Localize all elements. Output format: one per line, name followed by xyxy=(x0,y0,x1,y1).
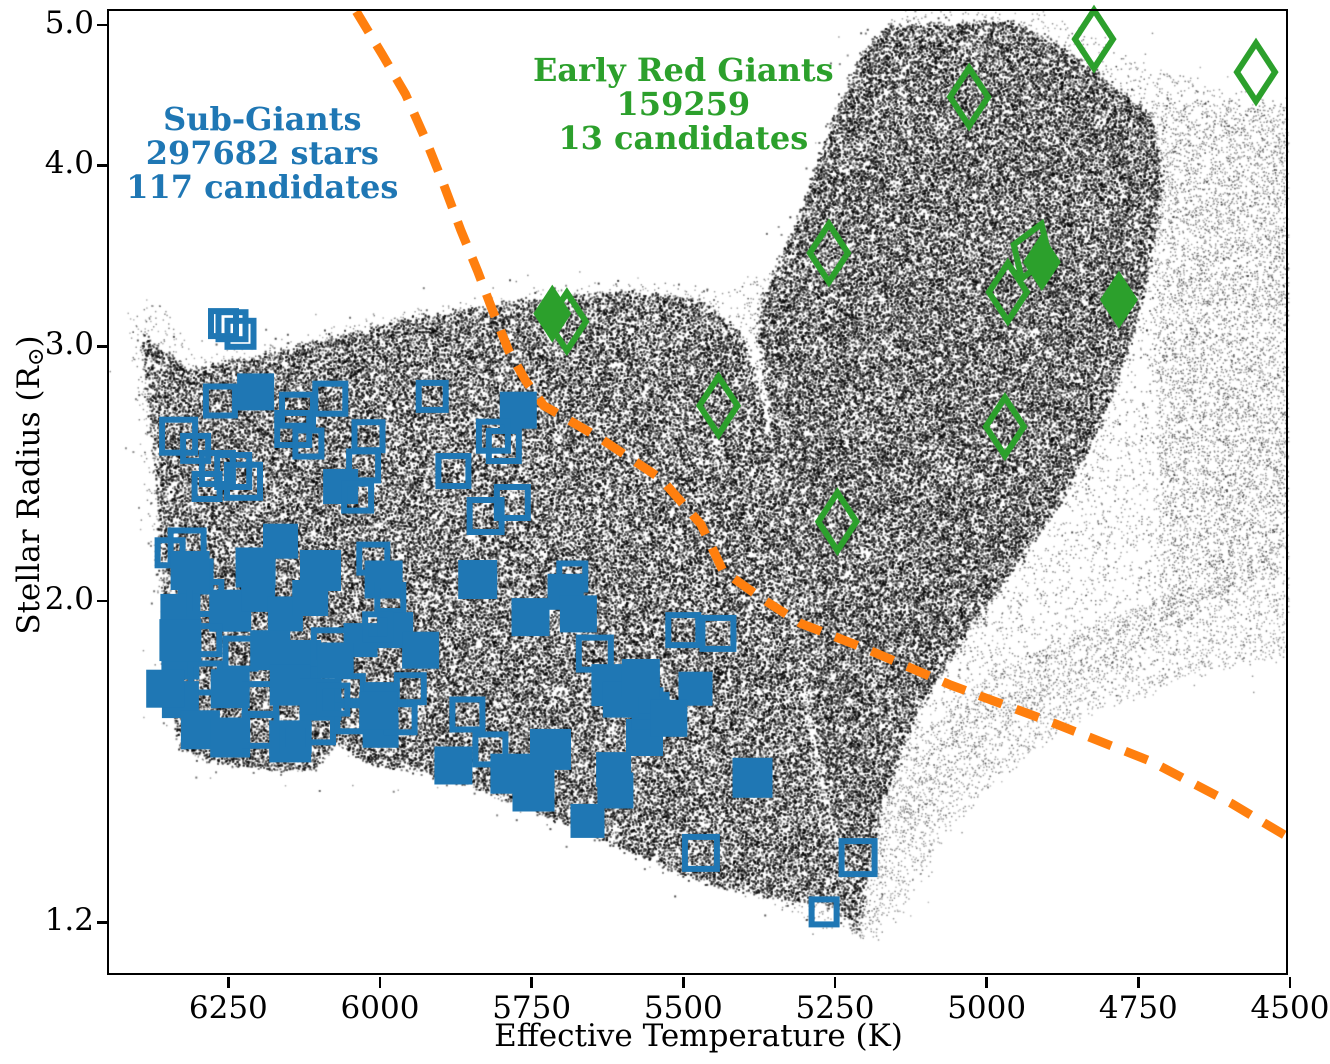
y-tick xyxy=(96,599,107,603)
red-giant-candidate-marker xyxy=(982,392,1028,462)
x-tick-label: 5750 xyxy=(492,990,572,1026)
red-giant-candidate-marker xyxy=(1233,37,1279,107)
early-red-giants-annotation-line2: 159259 xyxy=(616,85,751,124)
y-tick-label: 5.0 xyxy=(44,5,94,42)
early-red-giants-annotation-line1: Early Red Giants xyxy=(533,51,834,90)
subgiant-candidate-marker xyxy=(681,833,720,872)
subgiants-annotation-line3: 117 candidates xyxy=(126,167,399,206)
subgiant-candidate-marker xyxy=(466,497,505,535)
subgiant-candidate-marker xyxy=(359,691,398,730)
subgiant-candidate-marker xyxy=(512,769,555,812)
y-tick xyxy=(96,345,107,348)
subgiant-candidate-marker xyxy=(292,427,325,460)
subgiant-candidate-marker xyxy=(312,380,349,417)
x-tick xyxy=(1288,977,1292,988)
subgiant-candidate-marker xyxy=(341,480,375,514)
subgiant-candidate-marker xyxy=(393,672,427,706)
subgiant-candidate-marker xyxy=(732,757,773,798)
subgiant-candidate-marker xyxy=(364,560,403,599)
subgiant-candidate-marker xyxy=(665,612,702,649)
red-giant-candidate-marker xyxy=(1071,4,1117,74)
red-giant-candidate-marker xyxy=(814,487,860,557)
red-giant-candidate-marker xyxy=(544,287,590,357)
subgiant-candidate-marker xyxy=(279,721,312,754)
red-giant-candidate-marker xyxy=(946,62,992,132)
x-tick-label: 5500 xyxy=(643,990,723,1026)
x-tick-label: 6000 xyxy=(340,990,420,1026)
red-giant-candidate-marker xyxy=(1022,233,1061,292)
subgiant-candidate-marker xyxy=(191,471,223,502)
x-tick-label: 4500 xyxy=(1250,990,1330,1026)
subgiant-candidate-marker xyxy=(215,309,249,343)
x-tick-label: 5000 xyxy=(947,990,1027,1026)
x-tick xyxy=(833,977,837,988)
y-tick xyxy=(96,23,107,27)
subgiant-candidate-marker xyxy=(458,560,498,599)
red-giant-candidate-marker xyxy=(1099,270,1138,329)
red-giant-candidate-marker xyxy=(806,218,852,288)
subgiant-candidate-marker xyxy=(570,803,605,838)
subgiant-candidate-marker xyxy=(699,614,737,652)
y-tick xyxy=(96,921,107,924)
subgiant-candidate-marker xyxy=(202,383,238,419)
x-tick xyxy=(682,977,685,988)
y-tick-label: 2.0 xyxy=(44,581,94,618)
red-giant-candidate-marker xyxy=(695,371,742,441)
subgiant-candidate-marker xyxy=(346,448,382,484)
subgiant-candidate-marker xyxy=(838,838,878,878)
x-tick-label: 6250 xyxy=(188,990,268,1026)
subgiant-candidate-marker xyxy=(485,428,522,464)
subgiant-candidate-marker xyxy=(235,547,276,588)
subgiant-candidate-marker xyxy=(402,631,440,669)
x-tick-label: 4750 xyxy=(1098,990,1178,1026)
subgiant-candidate-marker xyxy=(511,598,550,637)
y-tick-label: 3.0 xyxy=(44,326,94,363)
red-giant-candidate-marker xyxy=(985,257,1031,327)
subgiant-candidate-marker xyxy=(530,728,571,770)
subgiant-candidate-marker xyxy=(146,669,185,708)
subgiant-candidate-marker xyxy=(300,550,341,591)
subgiant-candidate-marker xyxy=(434,746,473,785)
x-tick xyxy=(1137,977,1140,988)
subgiants-annotation: Sub-Giants 297682 stars 117 candidates xyxy=(126,102,398,204)
y-tick-label: 4.0 xyxy=(44,145,94,182)
subgiant-candidate-marker xyxy=(316,682,351,717)
subgiant-candidate-marker xyxy=(650,699,688,737)
x-tick xyxy=(227,977,230,988)
x-tick xyxy=(985,977,988,988)
x-tick-label: 5250 xyxy=(795,990,875,1026)
subgiant-candidate-marker xyxy=(435,453,472,489)
x-tick xyxy=(530,977,533,988)
subgiant-candidate-marker xyxy=(621,659,660,697)
boundary-dashed-line xyxy=(352,9,1294,843)
subgiant-candidate-marker xyxy=(317,642,354,679)
y-tick-label: 1.2 xyxy=(44,902,94,939)
subgiant-candidate-marker xyxy=(224,317,257,350)
subgiant-candidate-marker xyxy=(237,373,275,411)
subgiants-annotation-line2: 297682 stars xyxy=(145,133,379,172)
subgiant-candidate-marker xyxy=(374,582,407,614)
x-tick xyxy=(378,977,382,988)
subgiant-candidate-marker xyxy=(362,611,394,643)
subgiants-annotation-line1: Sub-Giants xyxy=(163,99,362,138)
subgiant-candidate-marker xyxy=(597,772,634,809)
subgiant-candidate-marker xyxy=(159,619,202,662)
subgiant-candidate-marker xyxy=(305,714,336,746)
subgiant-candidate-marker xyxy=(415,379,449,413)
early-red-giants-annotation: Early Red Giants 159259 13 candidates xyxy=(533,53,834,155)
subgiant-candidate-marker xyxy=(475,418,511,454)
x-axis-label: Effective Temperature (K) xyxy=(494,1018,903,1054)
subgiant-candidate-marker xyxy=(559,595,597,633)
subgiant-candidate-marker xyxy=(351,419,386,454)
subgiant-candidate-marker xyxy=(449,696,486,733)
subgiant-candidate-marker xyxy=(224,461,263,501)
subgiant-candidate-marker xyxy=(808,896,840,928)
subgiant-candidate-marker xyxy=(180,432,212,464)
subgiant-candidate-marker xyxy=(170,551,210,590)
y-tick xyxy=(96,164,107,167)
early-red-giants-annotation-line3: 13 candidates xyxy=(558,119,809,158)
